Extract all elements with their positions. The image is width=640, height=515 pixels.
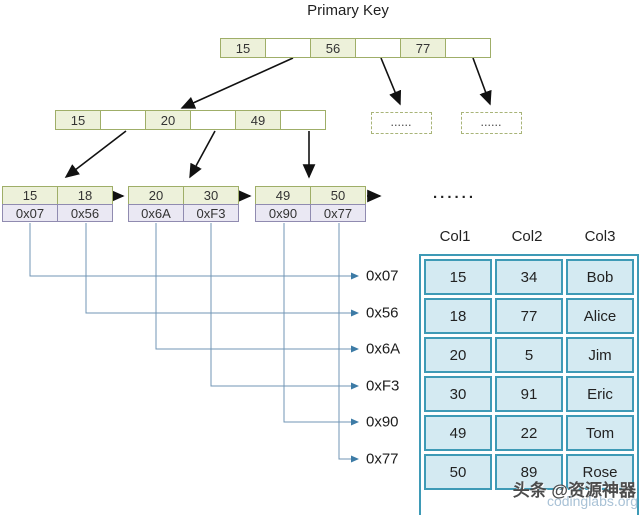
table-cell: 50 <box>424 454 492 490</box>
leaf-pointer-cell: 0x77 <box>310 204 366 222</box>
address-label: 0xF3 <box>366 377 400 395</box>
leaf-node-1: 15 18 0x07 0x56 <box>2 186 113 222</box>
leaf-key-cell: 18 <box>57 186 113 205</box>
table-cell: 5 <box>495 337 563 373</box>
address-label: 0x77 <box>366 450 399 468</box>
internal-key-cell: 49 <box>235 110 281 130</box>
root-key-cell: 56 <box>310 38 356 58</box>
internal-node: 15 20 49 <box>55 110 326 130</box>
table-cell: Bob <box>566 259 634 295</box>
root-pointer-cell <box>445 38 491 58</box>
table-cell: 18 <box>424 298 492 334</box>
leaf-key-cell: 15 <box>2 186 58 205</box>
leaf-node-3: 49 50 0x90 0x77 <box>255 186 366 222</box>
root-key-cell: 15 <box>220 38 266 58</box>
table-row: 20 5 Jim <box>424 337 634 373</box>
table-cell: 30 <box>424 376 492 412</box>
column-header-col3: Col3 <box>584 228 616 245</box>
table-row: 49 22 Tom <box>424 415 634 451</box>
leaf-key-cell: 30 <box>183 186 239 205</box>
table-cell: 91 <box>495 376 563 412</box>
data-table: 15 34 Bob 18 77 Alice 20 5 Jim 30 91 Eri… <box>419 254 639 515</box>
leaf-pointer-cell: 0x56 <box>57 204 113 222</box>
table-cell: 49 <box>424 415 492 451</box>
diagram-title: Primary Key <box>307 2 389 19</box>
leaf-key-cell: 20 <box>128 186 184 205</box>
internal-pointer-cell <box>190 110 236 130</box>
table-row: 30 91 Eric <box>424 376 634 412</box>
table-cell: Jim <box>566 337 634 373</box>
watermark-text: 头条 @资源神器 <box>512 481 636 500</box>
table-footer-row <box>424 493 634 515</box>
table-cell: Tom <box>566 415 634 451</box>
leaf-pointer-cell: 0x07 <box>2 204 58 222</box>
table-footer-cell <box>424 493 634 515</box>
watermark-site: codinglabs.org <box>546 493 638 509</box>
internal-key-cell: 15 <box>55 110 101 130</box>
ellipsis-node: ...... <box>461 112 522 134</box>
root-pointer-cell <box>265 38 311 58</box>
table-row: 18 77 Alice <box>424 298 634 334</box>
table-cell: Alice <box>566 298 634 334</box>
leaf-key-cell: 50 <box>310 186 366 205</box>
table-cell: 34 <box>495 259 563 295</box>
address-label: 0x07 <box>366 267 399 285</box>
ellipsis-node: ...... <box>371 112 432 134</box>
leaf-key-cell: 49 <box>255 186 311 205</box>
leaf-pointer-cell: 0x90 <box>255 204 311 222</box>
leaf-chain-ellipsis: ...... <box>433 185 477 202</box>
table-cell: Rose <box>566 454 634 490</box>
table-cell: 22 <box>495 415 563 451</box>
internal-pointer-cell <box>280 110 326 130</box>
address-label: 0x6A <box>366 340 401 358</box>
table-cell: 89 <box>495 454 563 490</box>
table-cell: Eric <box>566 376 634 412</box>
leaf-pointer-cell: 0xF3 <box>183 204 239 222</box>
table-cell: 20 <box>424 337 492 373</box>
root-node: 15 56 77 <box>220 38 491 58</box>
address-label: 0x90 <box>366 413 399 431</box>
internal-pointer-cell <box>100 110 146 130</box>
internal-key-cell: 20 <box>145 110 191 130</box>
column-header-col1: Col1 <box>439 228 471 245</box>
table-cell: 77 <box>495 298 563 334</box>
root-pointer-cell <box>355 38 401 58</box>
address-label: 0x56 <box>366 304 399 322</box>
table-row: 50 89 Rose <box>424 454 634 490</box>
table-cell: 15 <box>424 259 492 295</box>
root-key-cell: 77 <box>400 38 446 58</box>
column-header-col2: Col2 <box>511 228 543 245</box>
leaf-pointer-cell: 0x6A <box>128 204 184 222</box>
leaf-node-2: 20 30 0x6A 0xF3 <box>128 186 239 222</box>
table-row: 15 34 Bob <box>424 259 634 295</box>
